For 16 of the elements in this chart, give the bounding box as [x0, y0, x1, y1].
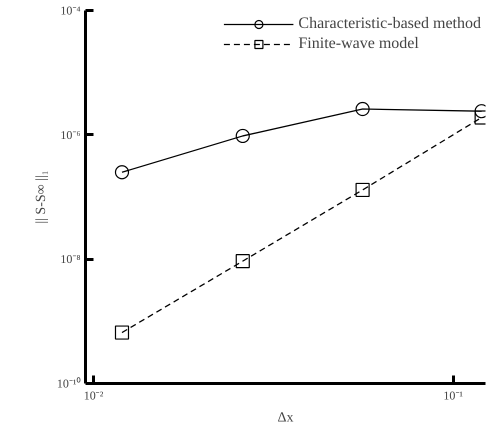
y-tick-label: 10⁻⁴: [60, 4, 81, 18]
x-tick-label: 10⁻²: [84, 388, 104, 402]
point: [236, 254, 250, 268]
point: [356, 102, 370, 116]
point: [356, 182, 370, 198]
y-tick-label: 10⁻⁸: [60, 252, 81, 266]
x-tick-label: 10⁻¹: [443, 388, 464, 402]
y-tick-label: 10⁻⁶: [60, 128, 81, 142]
y-tick-label: 10⁻¹⁰: [56, 376, 81, 390]
x-axis-title: Δx: [278, 410, 294, 426]
y-axis-title: || S-S∞ ||₁: [34, 170, 49, 224]
point: [236, 128, 250, 144]
point: [114, 325, 130, 340]
legend-label: Characteristic-based method: [298, 15, 481, 33]
point: [114, 165, 130, 180]
legend-label: Finite-wave model: [298, 35, 419, 53]
